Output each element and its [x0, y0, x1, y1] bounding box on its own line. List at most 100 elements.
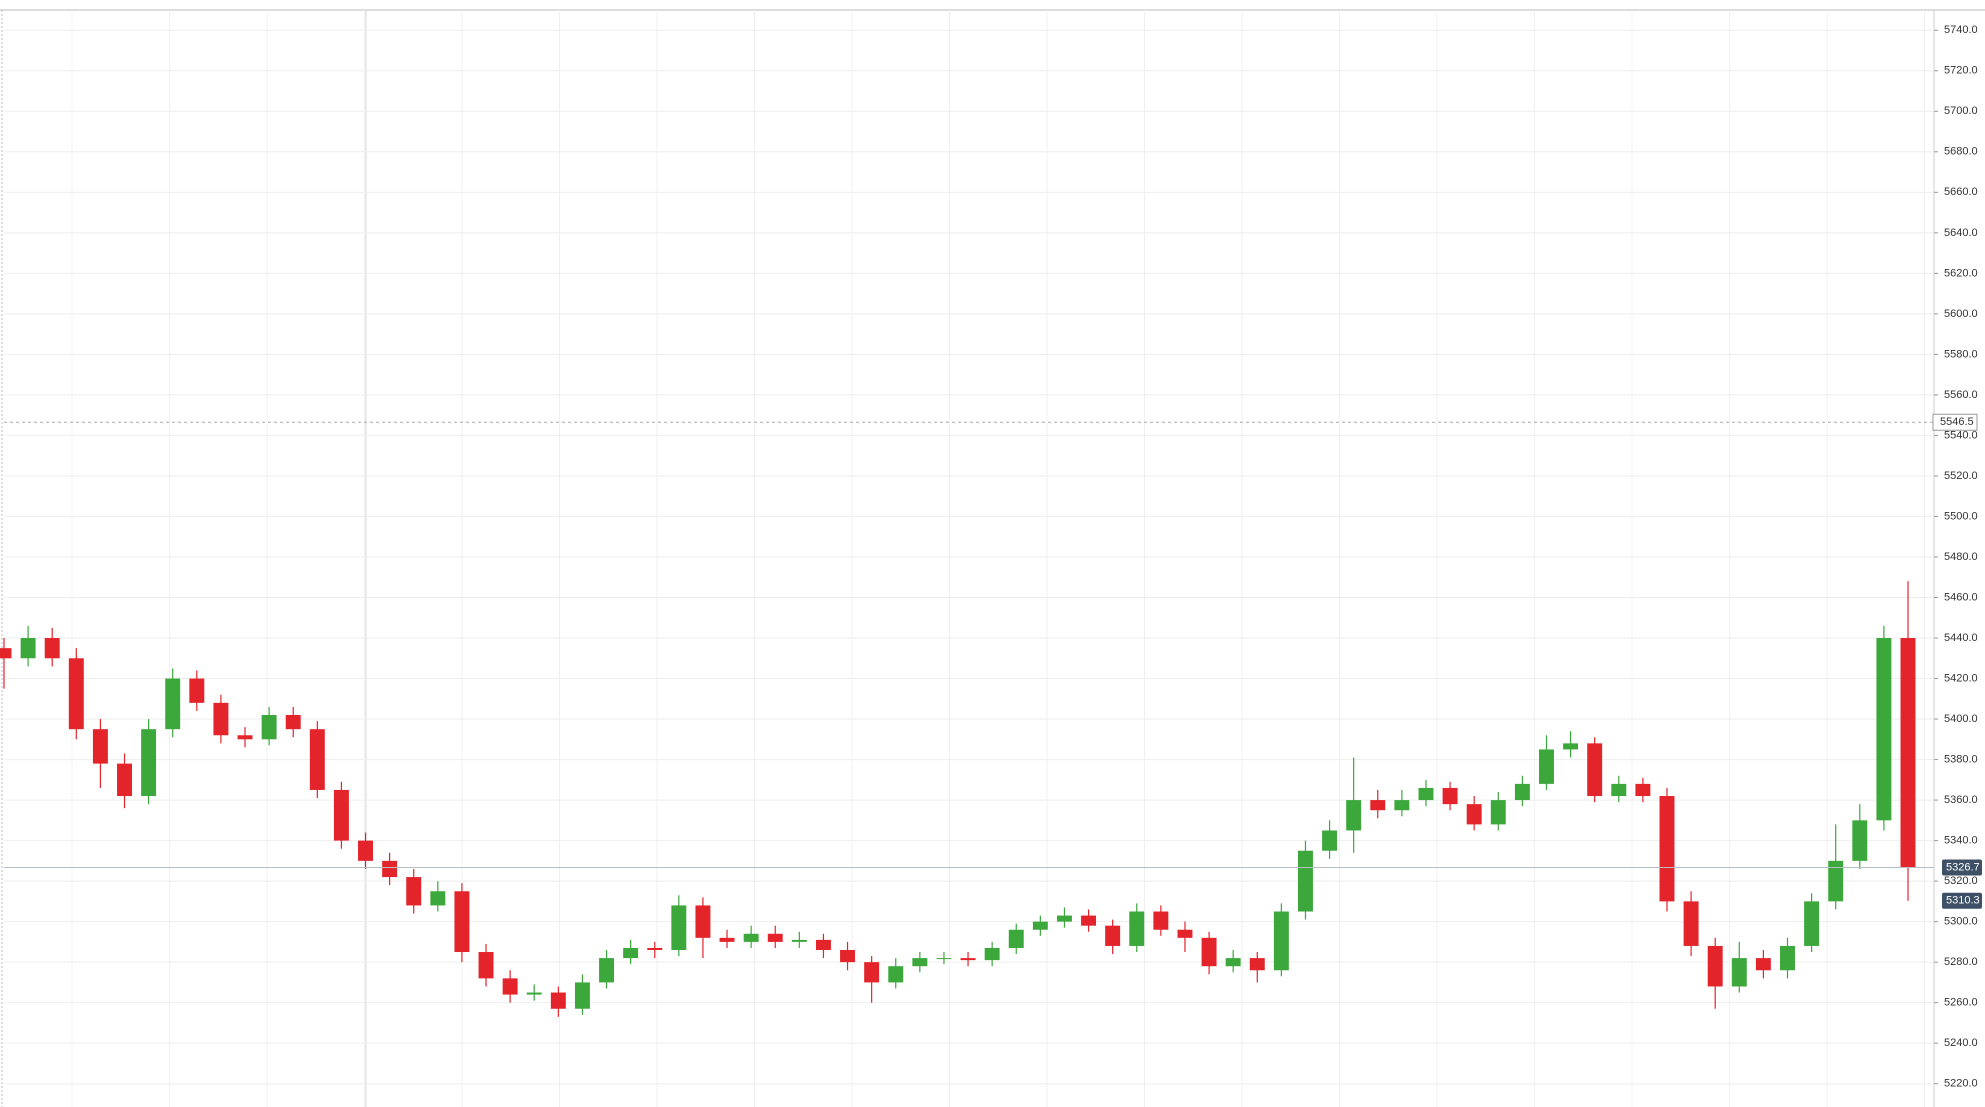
candle-body	[1442, 787, 1458, 805]
candle-body	[1587, 743, 1603, 797]
y-tick-label: 5540.0	[1944, 429, 1978, 441]
candle-body	[1273, 911, 1289, 971]
candle-body	[1297, 850, 1313, 912]
candle-body	[1635, 783, 1651, 797]
candle-body	[333, 789, 349, 841]
y-tick-label: 5360.0	[1944, 794, 1978, 806]
candle-body	[1563, 743, 1579, 750]
candle-body	[671, 905, 687, 950]
candle-body	[1683, 901, 1699, 946]
candle-body	[261, 714, 277, 740]
y-tick-label: 5520.0	[1944, 470, 1978, 482]
candle-body	[1008, 929, 1024, 948]
candle-body	[165, 678, 181, 730]
candle-body	[68, 658, 84, 730]
candle-body	[1852, 820, 1868, 861]
y-tick-label: 5600.0	[1944, 308, 1978, 320]
crosshair-label: 5546.5	[1940, 416, 1974, 428]
candle-body	[189, 678, 205, 703]
y-tick-label: 5460.0	[1944, 591, 1978, 603]
y-tick-label: 5240.0	[1944, 1037, 1978, 1049]
candle-body	[1249, 958, 1265, 971]
candle-body	[1177, 929, 1193, 938]
candle-body	[454, 891, 470, 953]
candle-body	[1828, 860, 1844, 902]
candle-body	[1394, 800, 1410, 811]
y-tick-label: 5680.0	[1944, 146, 1978, 158]
candle-body	[1346, 800, 1362, 831]
crosshair-label-box	[1932, 413, 1978, 431]
y-tick-label: 5300.0	[1944, 916, 1978, 928]
grid	[4, 10, 1934, 1107]
price-label: 5310.3	[1946, 895, 1980, 907]
candle-body	[1370, 800, 1386, 811]
candle-body	[478, 952, 494, 979]
candle-body	[1876, 638, 1892, 821]
candle-body	[984, 947, 1000, 961]
candle-body	[141, 729, 157, 797]
candle-body	[1466, 804, 1482, 825]
candle-body	[1514, 783, 1530, 801]
candle-body	[599, 958, 615, 983]
y-tick-label: 5640.0	[1944, 227, 1978, 239]
candle-body	[1490, 800, 1506, 825]
candle-body	[1900, 638, 1916, 868]
y-tick-label: 5660.0	[1944, 186, 1978, 198]
candle-body	[92, 729, 108, 764]
candle-body	[406, 877, 422, 906]
candle-body	[1056, 915, 1072, 922]
y-tick-label: 5740.0	[1944, 24, 1978, 36]
candle-body	[382, 860, 398, 878]
candle-body	[623, 947, 639, 959]
price-label-box	[1942, 892, 1982, 909]
candle-body	[1225, 958, 1241, 967]
candle-body	[1611, 783, 1627, 797]
candle-body	[1780, 945, 1795, 971]
y-tick-label: 5340.0	[1944, 835, 1978, 847]
y-tick-label: 5560.0	[1944, 389, 1978, 401]
candle-body	[1539, 749, 1554, 784]
candle-body	[695, 905, 711, 938]
candle-body	[1755, 958, 1771, 971]
candle-body	[1081, 915, 1097, 926]
y-tick-label: 5420.0	[1944, 672, 1978, 684]
candle-body	[936, 958, 952, 960]
y-tick-label: 5720.0	[1944, 65, 1978, 77]
candle-body	[1153, 911, 1169, 930]
candle-body	[20, 638, 36, 659]
candle-body	[912, 958, 928, 967]
y-tick-label: 5500.0	[1944, 510, 1978, 522]
y-tick-label: 5280.0	[1944, 956, 1978, 968]
y-tick-label: 5380.0	[1944, 753, 1978, 765]
candle-body	[1707, 945, 1723, 987]
candle-body	[960, 958, 976, 961]
candle-body	[44, 638, 60, 659]
y-tick-label: 5580.0	[1944, 348, 1978, 360]
y-tick-label: 5320.0	[1944, 875, 1978, 887]
candle-body	[358, 840, 373, 861]
candle-body	[117, 763, 132, 797]
candle-body	[309, 729, 325, 790]
candle-body	[743, 933, 759, 942]
y-tick-label: 5620.0	[1944, 267, 1978, 279]
candle-body	[1105, 925, 1121, 946]
candle-body	[285, 714, 301, 730]
y-tick-label: 5440.0	[1944, 632, 1978, 644]
candle-body	[1418, 787, 1434, 801]
candle-body	[550, 992, 566, 1009]
candle-body	[791, 939, 807, 942]
candle-body	[719, 937, 735, 942]
candle-body	[1322, 830, 1338, 851]
price-label-box	[1942, 859, 1982, 876]
candle-body	[213, 702, 229, 736]
candle-body	[1731, 958, 1747, 987]
candle-body	[1804, 901, 1820, 946]
candle-body	[1659, 796, 1675, 902]
candle-body	[815, 939, 831, 950]
candle-body	[526, 992, 542, 995]
y-tick-label: 5700.0	[1944, 105, 1978, 117]
candle-body	[502, 978, 518, 995]
candle-body	[1129, 911, 1145, 946]
